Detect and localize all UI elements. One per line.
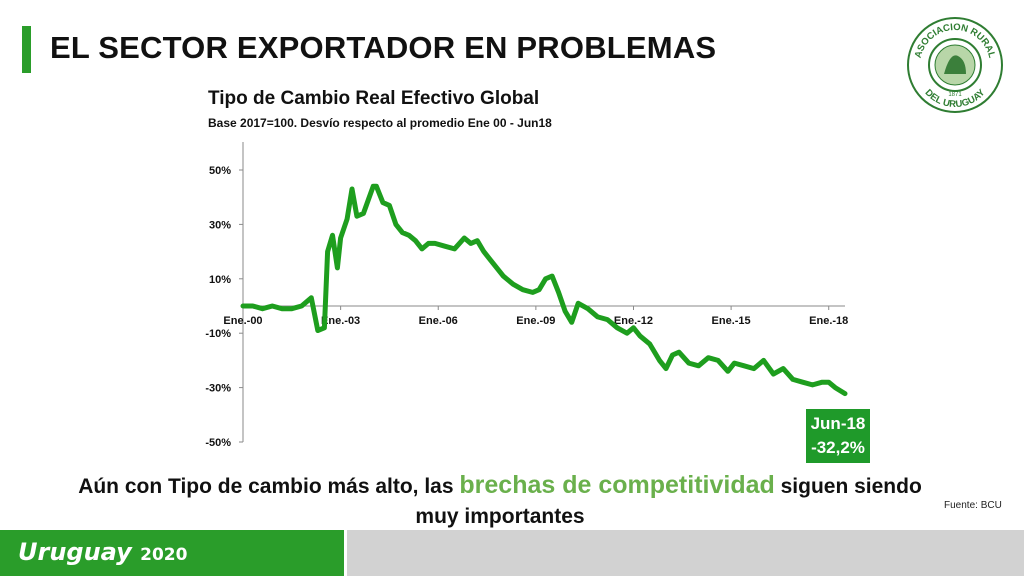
caption-text-start: Aún con Tipo de cambio más alto, las [78, 475, 460, 498]
x-tick-label: Ene.-09 [516, 315, 555, 327]
footer-brand-year: 2020 [140, 545, 188, 565]
callout-date: Jun-18 [810, 414, 866, 433]
x-tick-label: Ene.-03 [321, 315, 360, 327]
latest-value-callout: Jun-18 -32,2% [806, 409, 870, 463]
source-note: Fuente: BCU [944, 500, 1002, 511]
asociacion-rural-logo: ASOCIACION RURAL DEL URUGUAY 1871 [907, 17, 1003, 113]
footer-brand-bar: Uruguay 2020 [0, 530, 344, 576]
y-tick-label: 30% [209, 219, 231, 231]
title-accent-bar [22, 26, 31, 73]
caption-highlight: brechas de competitividad [459, 471, 775, 499]
x-tick-label: Ene.-12 [614, 315, 653, 327]
x-tick-label: Ene.-18 [809, 315, 848, 327]
footer-brand: Uruguay 2020 [18, 538, 187, 566]
y-tick-label: 10% [209, 274, 231, 286]
logo-year: 1871 [948, 92, 962, 98]
y-tick-label: -30% [205, 383, 231, 395]
tcre-series-line [240, 183, 848, 397]
chart-subtitle: Base 2017=100. Desvío respecto al promed… [208, 116, 552, 130]
x-tick-label: Ene.-15 [712, 315, 751, 327]
slide-title: EL SECTOR EXPORTADOR EN PROBLEMAS [50, 30, 717, 65]
slide-caption: Aún con Tipo de cambio más alto, las bre… [70, 470, 930, 532]
y-tick-label: -50% [205, 437, 231, 449]
y-tick-label: -10% [205, 328, 231, 340]
chart-title: Tipo de Cambio Real Efectivo Global [208, 88, 540, 109]
x-tick-label: Ene.-00 [223, 315, 262, 327]
y-tick-label: 50% [209, 165, 231, 177]
x-tick-label: Ene.-06 [419, 315, 458, 327]
footer-gray-bar [347, 530, 1024, 576]
caption-text-end: siguen siendo muy importantes [415, 475, 922, 528]
callout-value: -32,2% [811, 438, 865, 457]
footer-brand-name: Uruguay [18, 538, 132, 566]
